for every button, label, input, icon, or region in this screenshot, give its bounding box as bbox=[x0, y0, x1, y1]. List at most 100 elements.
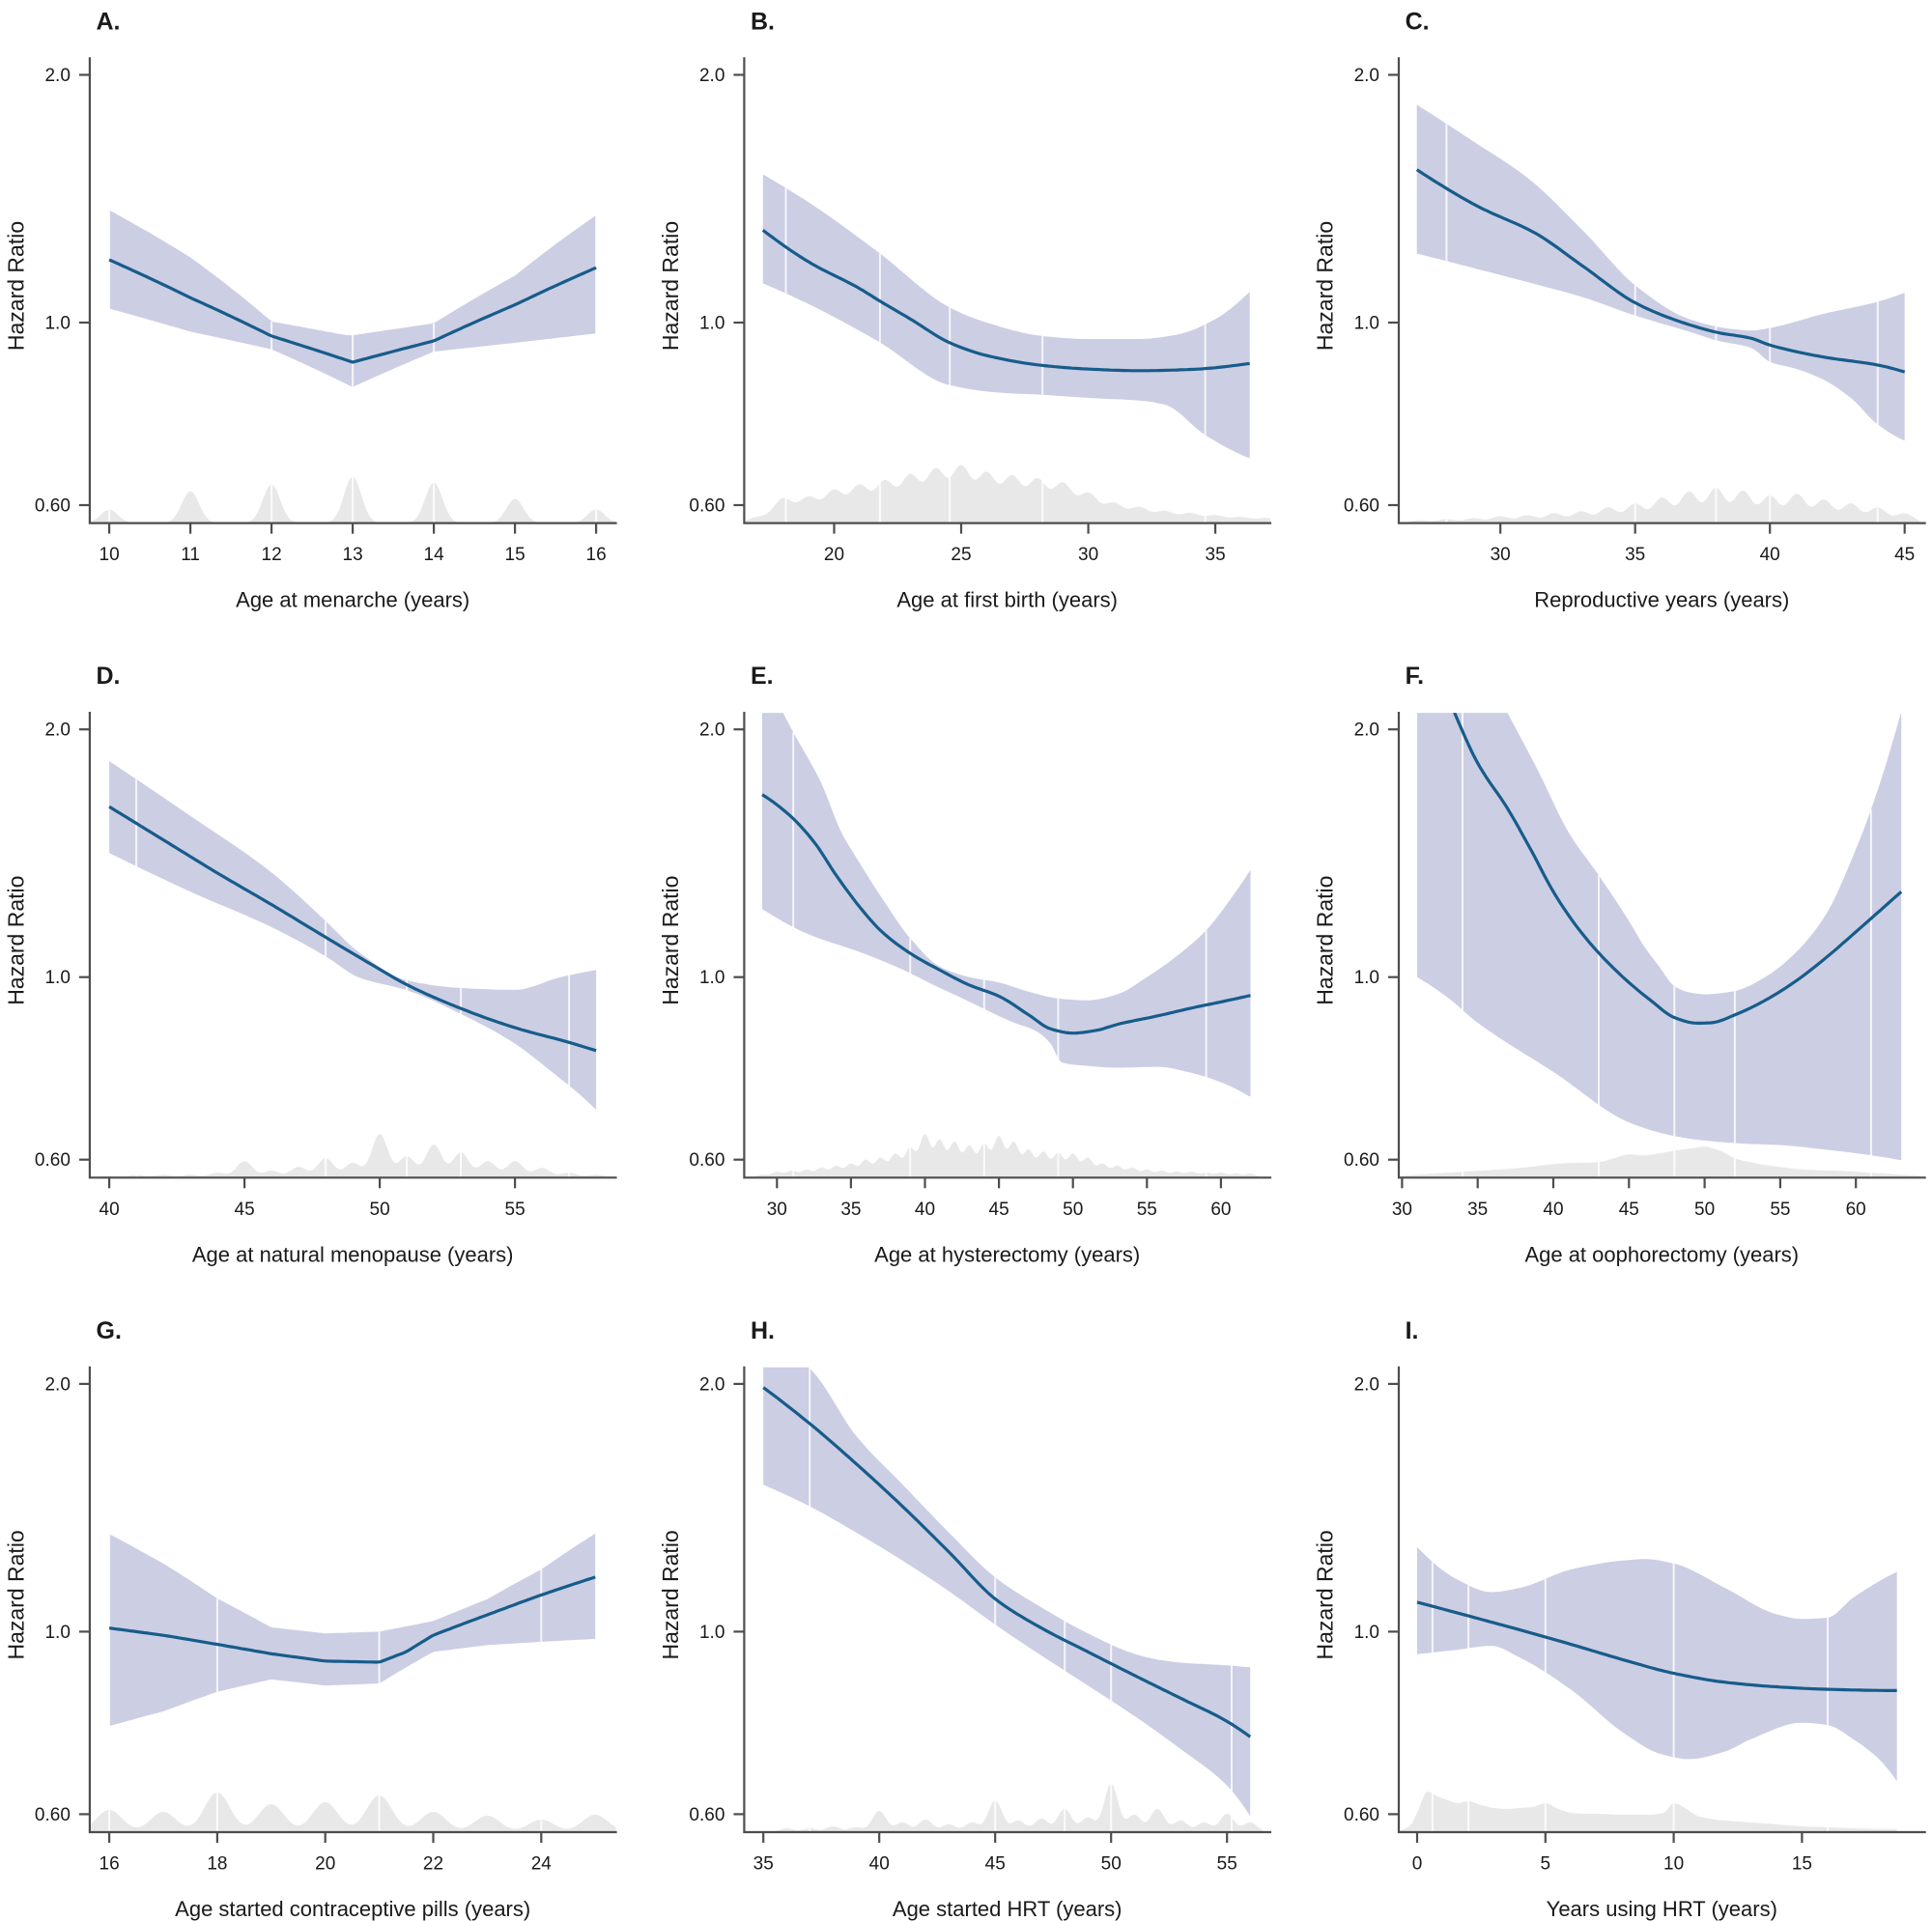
svg-text:1.0: 1.0 bbox=[44, 1623, 70, 1643]
svg-text:40: 40 bbox=[869, 1854, 890, 1875]
svg-text:0.60: 0.60 bbox=[35, 1805, 71, 1825]
svg-text:Age started HRT (years): Age started HRT (years) bbox=[893, 1897, 1122, 1921]
svg-text:24: 24 bbox=[531, 1854, 553, 1875]
svg-text:16: 16 bbox=[586, 545, 607, 565]
svg-text:Hazard Ratio: Hazard Ratio bbox=[658, 1530, 683, 1659]
svg-text:18: 18 bbox=[207, 1854, 227, 1875]
svg-text:1.0: 1.0 bbox=[699, 1623, 724, 1643]
svg-text:Hazard Ratio: Hazard Ratio bbox=[4, 876, 29, 1005]
svg-text:Hazard Ratio: Hazard Ratio bbox=[1313, 876, 1338, 1005]
svg-text:D.: D. bbox=[97, 663, 121, 690]
svg-text:2.0: 2.0 bbox=[1354, 66, 1379, 86]
svg-text:Reproductive years (years): Reproductive years (years) bbox=[1534, 588, 1789, 612]
svg-text:45: 45 bbox=[1894, 545, 1915, 565]
svg-text:35: 35 bbox=[840, 1200, 861, 1220]
svg-text:B.: B. bbox=[751, 9, 775, 36]
svg-text:0.60: 0.60 bbox=[1344, 1150, 1379, 1171]
svg-text:C.: C. bbox=[1406, 9, 1430, 36]
svg-text:Hazard Ratio: Hazard Ratio bbox=[4, 1530, 29, 1659]
svg-text:0.60: 0.60 bbox=[1344, 496, 1379, 517]
svg-text:15: 15 bbox=[1792, 1854, 1812, 1875]
svg-text:50: 50 bbox=[1694, 1200, 1715, 1220]
svg-text:Age at hysterectomy (years): Age at hysterectomy (years) bbox=[874, 1242, 1140, 1266]
svg-text:5: 5 bbox=[1541, 1854, 1551, 1875]
svg-text:I.: I. bbox=[1406, 1317, 1419, 1344]
svg-text:12: 12 bbox=[262, 545, 282, 565]
svg-text:1.0: 1.0 bbox=[1354, 314, 1379, 334]
svg-text:2.0: 2.0 bbox=[44, 1374, 70, 1395]
svg-text:E.: E. bbox=[751, 663, 774, 690]
svg-text:1.0: 1.0 bbox=[44, 968, 70, 988]
svg-text:50: 50 bbox=[1063, 1200, 1083, 1220]
svg-text:50: 50 bbox=[370, 1200, 390, 1220]
svg-text:0: 0 bbox=[1412, 1854, 1423, 1875]
svg-text:2.0: 2.0 bbox=[699, 1374, 724, 1395]
svg-text:22: 22 bbox=[423, 1854, 443, 1875]
svg-text:2.0: 2.0 bbox=[699, 720, 724, 741]
svg-text:14: 14 bbox=[424, 545, 445, 565]
svg-text:60: 60 bbox=[1846, 1200, 1866, 1220]
svg-text:0.60: 0.60 bbox=[689, 496, 724, 517]
svg-text:20: 20 bbox=[824, 545, 844, 565]
svg-text:0.60: 0.60 bbox=[35, 496, 71, 517]
svg-text:2.0: 2.0 bbox=[1354, 720, 1379, 741]
svg-text:40: 40 bbox=[1543, 1200, 1563, 1220]
svg-text:1.0: 1.0 bbox=[1354, 968, 1379, 988]
svg-text:40: 40 bbox=[1760, 545, 1780, 565]
svg-text:35: 35 bbox=[753, 1854, 774, 1875]
svg-text:20: 20 bbox=[315, 1854, 335, 1875]
svg-text:Age at oophorectomy (years): Age at oophorectomy (years) bbox=[1524, 1242, 1799, 1266]
svg-text:Age at natural menopause (year: Age at natural menopause (years) bbox=[192, 1242, 514, 1266]
svg-text:G.: G. bbox=[97, 1317, 122, 1344]
svg-text:30: 30 bbox=[1078, 545, 1098, 565]
svg-text:55: 55 bbox=[1770, 1200, 1790, 1220]
svg-text:40: 40 bbox=[915, 1200, 935, 1220]
svg-text:30: 30 bbox=[1392, 1200, 1412, 1220]
svg-text:2.0: 2.0 bbox=[1354, 1374, 1379, 1395]
svg-text:1.0: 1.0 bbox=[1354, 1623, 1379, 1643]
svg-text:45: 45 bbox=[985, 1854, 1006, 1875]
svg-text:55: 55 bbox=[505, 1200, 526, 1220]
svg-text:A.: A. bbox=[97, 9, 121, 36]
svg-text:0.60: 0.60 bbox=[1344, 1805, 1379, 1825]
svg-text:Age at first birth (years): Age at first birth (years) bbox=[896, 588, 1118, 612]
svg-text:Hazard Ratio: Hazard Ratio bbox=[4, 221, 29, 351]
svg-text:Hazard Ratio: Hazard Ratio bbox=[658, 221, 683, 351]
svg-text:0.60: 0.60 bbox=[35, 1150, 71, 1171]
svg-text:15: 15 bbox=[505, 545, 526, 565]
svg-text:Age at menarche (years): Age at menarche (years) bbox=[236, 588, 469, 612]
svg-text:40: 40 bbox=[99, 1200, 120, 1220]
svg-text:35: 35 bbox=[1206, 545, 1226, 565]
svg-text:45: 45 bbox=[235, 1200, 255, 1220]
svg-text:2.0: 2.0 bbox=[44, 66, 70, 86]
svg-text:30: 30 bbox=[1491, 545, 1511, 565]
svg-text:16: 16 bbox=[99, 1854, 120, 1875]
svg-text:13: 13 bbox=[343, 545, 363, 565]
svg-text:10: 10 bbox=[1663, 1854, 1684, 1875]
svg-text:Age started contraceptive pill: Age started contraceptive pills (years) bbox=[175, 1897, 530, 1921]
svg-text:11: 11 bbox=[181, 545, 200, 565]
svg-text:1.0: 1.0 bbox=[699, 968, 724, 988]
svg-text:2.0: 2.0 bbox=[699, 66, 724, 86]
svg-text:25: 25 bbox=[951, 545, 971, 565]
svg-text:0.60: 0.60 bbox=[689, 1805, 724, 1825]
svg-text:60: 60 bbox=[1210, 1200, 1231, 1220]
svg-text:Years using HRT (years): Years using HRT (years) bbox=[1547, 1897, 1777, 1921]
svg-text:H.: H. bbox=[751, 1317, 775, 1344]
svg-text:35: 35 bbox=[1467, 1200, 1488, 1220]
svg-text:30: 30 bbox=[767, 1200, 787, 1220]
svg-text:2.0: 2.0 bbox=[44, 720, 70, 741]
svg-text:35: 35 bbox=[1625, 545, 1645, 565]
svg-text:55: 55 bbox=[1217, 1854, 1237, 1875]
svg-text:Hazard Ratio: Hazard Ratio bbox=[1313, 221, 1338, 351]
svg-text:0.60: 0.60 bbox=[689, 1150, 724, 1171]
svg-text:45: 45 bbox=[989, 1200, 1009, 1220]
svg-text:Hazard Ratio: Hazard Ratio bbox=[658, 876, 683, 1005]
svg-text:10: 10 bbox=[99, 545, 120, 565]
svg-text:Hazard Ratio: Hazard Ratio bbox=[1313, 1530, 1338, 1659]
svg-text:1.0: 1.0 bbox=[44, 314, 70, 334]
svg-text:55: 55 bbox=[1137, 1200, 1157, 1220]
svg-text:1.0: 1.0 bbox=[699, 314, 724, 334]
svg-text:50: 50 bbox=[1101, 1854, 1122, 1875]
svg-text:45: 45 bbox=[1619, 1200, 1639, 1220]
